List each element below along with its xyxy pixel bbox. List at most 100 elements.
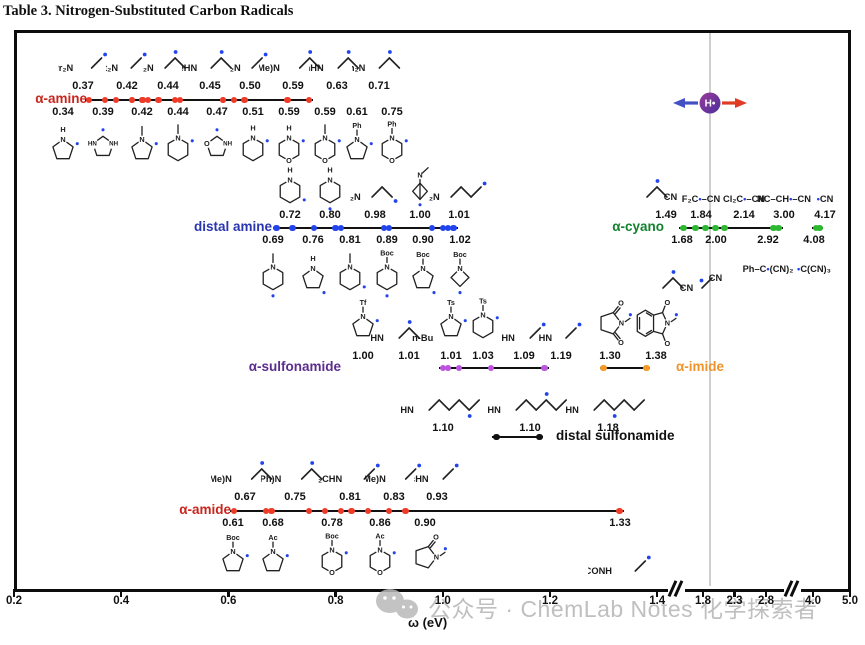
data-point [310,224,318,232]
svg-text:TsHN: TsHN [565,405,579,415]
structure: TsHN n-Bu [370,305,448,351]
data-point [364,507,371,515]
data-point [337,224,345,232]
data-point [348,507,355,515]
value-label: 0.75 [381,106,403,118]
svg-text:N: N [665,319,670,328]
value-label: 0.81 [339,491,361,503]
x-axis-label: ω (eV) [408,615,448,630]
group-label-alpha-cyano: α-cyano [612,219,664,234]
value-label: 0.34 [52,106,74,118]
svg-text:N: N [230,547,235,556]
svg-text:N: N [448,312,453,321]
svg-text:O: O [377,568,383,577]
value-label: 1.09 [513,350,535,362]
data-point [536,433,543,441]
svg-text:N: N [360,312,365,321]
data-point [775,224,782,232]
structure: Et₂N [106,35,148,81]
plot-border [14,30,851,592]
data-point [332,224,339,232]
value-label: 0.86 [369,517,391,529]
data-point [439,364,447,372]
svg-text:O: O [433,532,439,541]
data-point [337,507,345,515]
data-point [139,96,146,104]
axis-tick-label: 1.4 [649,595,666,607]
data-point [176,96,184,104]
structure: Cl₂C•–CN [722,194,766,204]
value-label: 0.45 [199,80,221,92]
svg-text:CN: CN [664,192,678,202]
value-label: 3.00 [773,209,795,221]
structure: CN [643,164,689,210]
data-point [305,507,313,515]
data-point [770,224,777,232]
data-point [616,507,623,515]
data-point [444,224,452,232]
data-point [385,224,393,232]
axis-break [667,580,685,597]
data-point [439,224,447,232]
structure: Ac(Ph)N [261,446,329,492]
structure: NH HN [81,120,125,171]
svg-text:N: N [384,262,389,271]
data-point [487,364,495,372]
data-point [112,96,120,104]
value-label: 0.59 [314,106,336,118]
axis-tick-mark [764,589,768,597]
value-label: 1.33 [609,517,631,529]
value-label: 0.90 [414,517,436,529]
svg-text:H: H [310,254,315,263]
structure: Ph(Me)N [259,35,327,81]
svg-text:N: N [420,264,425,273]
value-label: 1.01 [448,209,470,221]
svg-text:CN: CN [680,283,694,293]
svg-text:TsHN: TsHN [370,333,384,343]
group-label-alpha-sulfonamide: α-sulfonamide [248,359,341,374]
value-label: 0.59 [282,80,304,92]
svg-text:Ph(Me)N: Ph(Me)N [259,63,280,73]
svg-text:N: N [329,545,334,554]
h-atom-label: H• [705,99,716,110]
value-label: 1.38 [645,350,667,362]
svg-text:N: N [60,135,65,144]
value-label: 0.68 [262,517,284,529]
structure: N [328,249,372,300]
value-label: 1.10 [519,422,541,434]
data-point [385,507,393,515]
axis-tick-mark [119,589,123,597]
data-point [712,224,719,232]
axis-tick-label: 0.2 [6,595,22,607]
svg-text:H₂N: H₂N [429,192,440,202]
data-point [702,224,709,232]
data-point [428,224,436,232]
reference-vertical-line [709,33,711,586]
svg-text:O: O [322,156,328,165]
data-point [230,507,237,515]
group-label-alpha-amine: α-amine [35,91,87,106]
value-label: 1.19 [550,350,572,362]
structure: H₂N [143,35,192,81]
left-arrow-head [673,98,685,108]
data-point [402,507,409,515]
value-label: 0.81 [339,234,361,246]
svg-text:N: N [434,553,439,562]
value-label: 2.92 [757,234,779,246]
structure: TfHN [539,305,583,351]
axis-tick-mark [848,589,852,597]
structure: H₂N [230,35,269,81]
structure: CN [659,255,705,301]
structure: N O Boc [310,532,354,583]
value-label: 1.18 [597,422,619,434]
data-point [273,224,280,232]
data-point [219,96,227,104]
value-label: 1.03 [472,350,494,362]
structure: CN [698,255,734,301]
data-point [128,96,136,104]
svg-text:Ac: Ac [268,534,277,542]
structure: MeHN [182,35,238,81]
structure: N Ts [461,297,505,348]
structure: N [398,162,442,213]
